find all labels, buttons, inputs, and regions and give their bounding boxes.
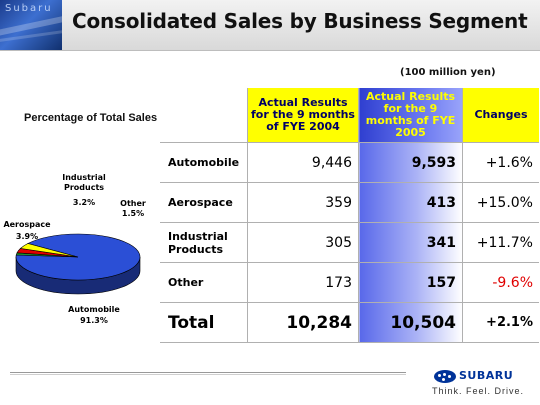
value-change: +15.0% [462, 182, 539, 223]
pie-slices [15, 233, 141, 281]
segment-label: Automobile [160, 142, 248, 183]
value-fye2005: 413 [358, 182, 463, 223]
pie-chart-title: Percentage of Total Sales [24, 112, 158, 124]
table-row: Aerospace 359 413 +15.0% [160, 182, 539, 223]
header-blank-cell [160, 88, 248, 143]
page-title: Consolidated Sales by Business Segment [72, 9, 528, 33]
header-bar: Subaru Consolidated Sales by Business Se… [0, 0, 540, 51]
total-fye2005: 10,504 [358, 302, 463, 343]
segment-label: Industrial Products [160, 222, 248, 263]
header-fye2004: Actual Results for the 9 months of FYE 2… [247, 88, 359, 143]
footer-divider [10, 374, 406, 375]
segment-label: Aerospace [160, 182, 248, 223]
pleiades-star-icon [434, 370, 456, 383]
label-industrial-line2: Products [64, 183, 104, 192]
total-row: Total 10,284 10,504 +2.1% [160, 302, 539, 343]
value-fye2005: 9,593 [358, 142, 463, 183]
value-fye2004: 9,446 [247, 142, 359, 183]
total-change: +2.1% [462, 302, 539, 343]
label-automobile: Automobile [68, 305, 120, 314]
label-other: Other [120, 199, 146, 208]
footer-divider [10, 372, 406, 373]
value-fye2005: 341 [358, 222, 463, 263]
label-aerospace: Aerospace [3, 220, 51, 229]
value-fye2005: 157 [358, 262, 463, 303]
segment-sales-table: Actual Results for the 9 months of FYE 2… [160, 88, 539, 343]
table-row: Industrial Products 305 341 +11.7% [160, 222, 539, 263]
table-row: Other 173 157 -9.6% [160, 262, 539, 303]
label-automobile-pct: 91.3% [80, 316, 108, 325]
label-industrial-line1: Industrial [62, 173, 106, 182]
value-fye2004: 173 [247, 262, 359, 303]
unit-note: (100 million yen) [400, 67, 496, 78]
table-header-row: Actual Results for the 9 months of FYE 2… [160, 88, 539, 143]
value-fye2004: 305 [247, 222, 359, 263]
total-label: Total [160, 302, 248, 343]
value-change: +1.6% [462, 142, 539, 183]
subaru-logo: SUBARU [434, 369, 530, 385]
total-fye2004: 10,284 [247, 302, 359, 343]
header-changes: Changes [462, 88, 539, 143]
brand-wordmark: SUBARU [459, 369, 514, 382]
header-fye2005: Actual Results for the 9 months of FYE 2… [358, 88, 463, 143]
label-industrial-pct: 3.2% [73, 198, 95, 207]
pie-slice-aerospace [19, 243, 79, 258]
brand-image: Subaru [0, 0, 62, 50]
label-other-pct: 1.5% [122, 209, 144, 218]
segment-label: Other [160, 262, 248, 303]
value-change: +11.7% [462, 222, 539, 263]
value-change: -9.6% [462, 262, 539, 303]
table-row: Automobile 9,446 9,593 +1.6% [160, 142, 539, 183]
sales-share-pie-chart: Industrial Products 3.2% Other 1.5% Aero… [3, 173, 146, 325]
brand-logo-text: Subaru [5, 3, 53, 14]
label-aerospace-pct: 3.9% [16, 232, 38, 241]
value-fye2004: 359 [247, 182, 359, 223]
brand-tagline: Think. Feel. Drive. [432, 386, 525, 396]
